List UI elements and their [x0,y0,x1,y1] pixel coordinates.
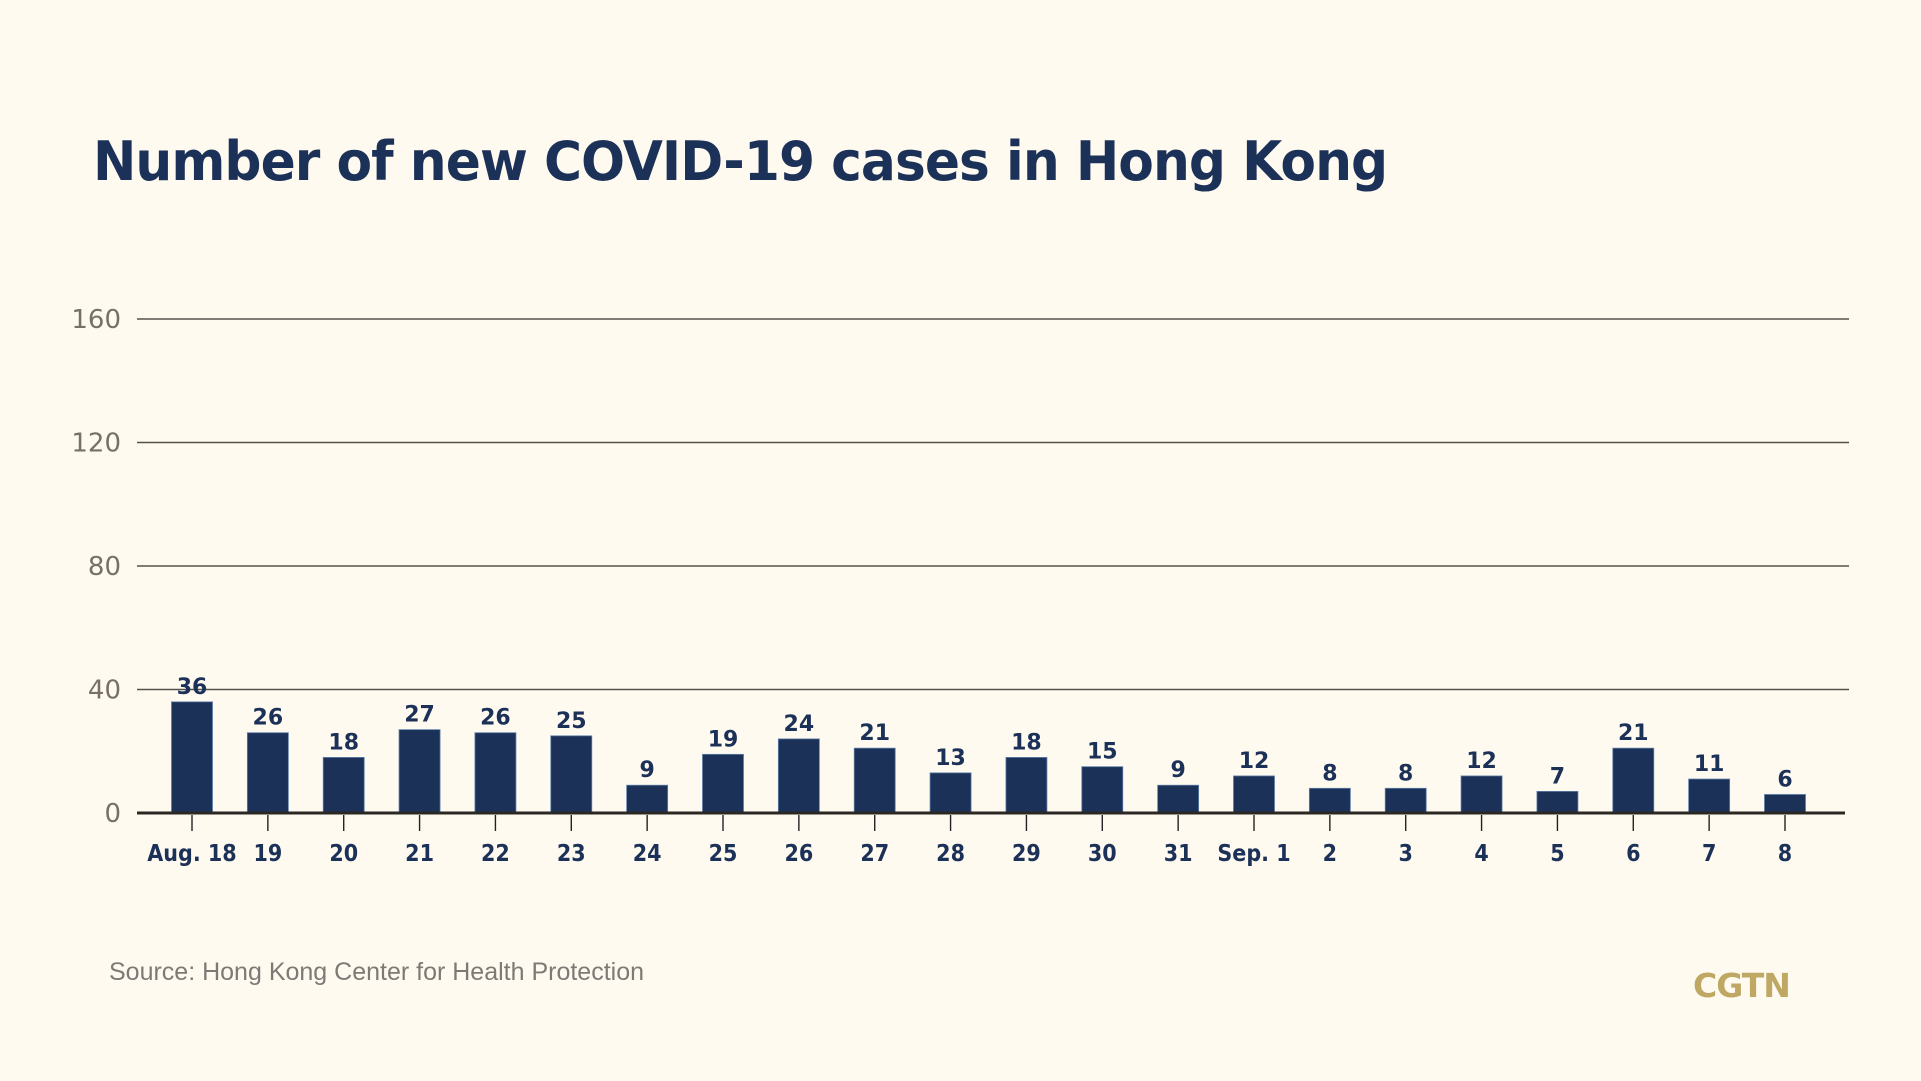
y-tick-label-120: 120 [71,429,121,459]
source-note: Source: Hong Kong Center for Health Prot… [109,958,645,986]
x-tick-label-14: Sep. 1 [1217,841,1290,867]
x-tick-label-9: 27 [860,841,889,867]
bar-8 [777,738,820,814]
y-tick-label-160: 160 [71,305,121,335]
chart-title: Number of new COVID-19 cases in Hong Kon… [93,130,1388,193]
x-tick-label-4: 22 [481,841,510,867]
x-tick-label-5: 23 [557,841,586,867]
data-label-12: 15 [1087,740,1118,765]
data-label-14: 12 [1239,749,1270,774]
bar-1 [246,732,289,814]
data-label-3: 27 [404,703,435,728]
x-tick-label-19: 6 [1626,841,1640,867]
bar-21 [1764,794,1806,814]
data-label-10: 13 [935,746,966,771]
bar-13 [1157,784,1200,814]
bar-7 [702,753,744,814]
y-tick-label-80: 80 [88,552,121,582]
y-tick-label-0: 0 [104,799,121,829]
x-tick-label-21: 8 [1778,841,1792,867]
bar-0 [171,701,213,814]
data-label-8: 24 [784,712,815,737]
data-label-13: 9 [1170,758,1185,783]
data-label-18: 7 [1550,764,1565,789]
bar-6 [626,784,669,814]
x-tick-label-15: 2 [1323,841,1337,867]
bar-9 [853,747,896,814]
x-tick-label-20: 7 [1702,841,1716,867]
bar-12 [1081,766,1124,814]
data-label-7: 19 [708,727,739,752]
data-label-11: 18 [1011,730,1042,755]
data-label-17: 12 [1466,749,1497,774]
x-tick-label-8: 26 [784,841,813,867]
bar-17 [1460,775,1503,814]
data-label-20: 11 [1694,752,1725,777]
x-tick-label-2: 20 [329,841,358,867]
data-label-2: 18 [328,730,359,755]
bar-3 [398,729,441,814]
x-tick-label-10: 28 [936,841,965,867]
x-tick-label-1: 19 [253,841,282,867]
x-tick-label-11: 29 [1012,841,1041,867]
data-label-19: 21 [1618,721,1649,746]
x-tick-label-17: 4 [1474,841,1488,867]
data-label-15: 8 [1322,761,1337,786]
bar-2 [322,757,365,814]
y-axis-ticks: 0 40 80 120 160 [71,305,121,829]
data-label-5: 25 [556,709,587,734]
bar-19 [1612,747,1655,814]
bar-15 [1308,787,1351,814]
bar-20 [1688,778,1731,814]
x-tick-label-12: 30 [1088,841,1117,867]
x-tick-label-0: Aug. 18 [147,841,236,867]
x-tick-label-7: 25 [709,841,738,867]
bar-5 [550,735,593,814]
data-label-4: 26 [480,706,511,731]
y-tick-label-40: 40 [88,676,121,706]
gridlines [137,318,1849,691]
data-label-16: 8 [1398,761,1413,786]
cgtn-logo: CGTN [1693,966,1791,1005]
x-tick-label-16: 3 [1399,841,1413,867]
bar-11 [1005,757,1048,814]
bar-14 [1233,775,1275,814]
bar-10 [929,772,972,814]
data-labels: 36 26 18 27 26 25 9 19 24 21 13 18 15 9 12 8 8 12 7 21 11 6 [177,675,1793,793]
bar-4 [474,732,517,814]
x-tick-label-18: 5 [1550,841,1564,867]
data-label-21: 6 [1777,767,1792,792]
bar-16 [1384,787,1427,814]
x-tick-label-3: 21 [405,841,434,867]
x-tick-label-6: 24 [633,841,662,867]
bar-18 [1536,790,1579,814]
data-label-1: 26 [253,706,284,731]
data-label-0: 36 [177,675,208,700]
x-tick-label-13: 31 [1164,841,1193,867]
data-label-6: 9 [639,758,654,783]
data-label-9: 21 [859,721,890,746]
bars [171,701,1806,814]
